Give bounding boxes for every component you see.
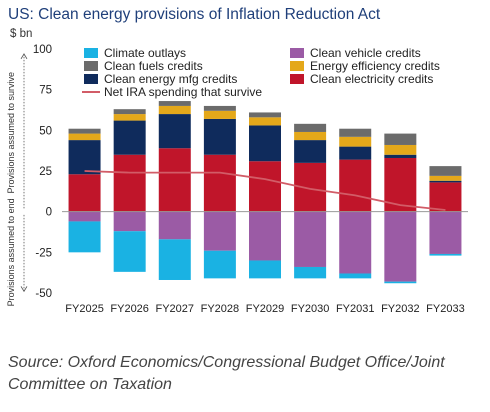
bar-pos-2-4: [249, 117, 281, 126]
bar-pos-1-1: [113, 120, 146, 155]
legend-label-2: Clean fuels credits: [104, 59, 203, 73]
y-tick-label-5: 75: [39, 85, 52, 97]
y-axis-unit: $ bn: [10, 28, 33, 40]
bar-pos-3-6: [339, 128, 372, 137]
legend-swatch-3: [290, 61, 304, 71]
bar-pos-1-2: [158, 114, 191, 149]
bars-layer: [68, 101, 462, 284]
bar-neg-0-6: [339, 211, 372, 274]
y-tick-label-3: 25: [39, 166, 52, 178]
bar-pos-3-3: [203, 105, 236, 111]
bar-pos-2-6: [339, 136, 372, 147]
side-arrow-lower-head: [20, 286, 28, 293]
bar-neg-1-7: [384, 281, 417, 284]
legend-label-3: Energy efficiency credits: [310, 59, 440, 73]
bar-neg-1-1: [113, 231, 146, 272]
bar-pos-0-2: [158, 148, 191, 212]
bar-pos-1-5: [294, 140, 327, 163]
y-tick-label-0: -50: [35, 288, 52, 300]
y-tick-label-4: 50: [39, 125, 52, 137]
bar-neg-1-3: [203, 250, 236, 279]
legend: Climate outlays Clean vehicle credits Clea…: [82, 46, 440, 99]
bar-neg-1-8: [429, 253, 462, 256]
bar-pos-3-1: [113, 109, 146, 115]
source-note: Source: Oxford Economics/Congressional B…: [8, 354, 445, 393]
axes-layer: -50 -25 0 25 50 75 100 FY2025 FY2026 FY2027 FY2028…: [33, 44, 468, 315]
y-tick-label-6: 100: [33, 44, 52, 56]
x-tick-label-1: FY2026: [110, 303, 149, 315]
bar-pos-1-7: [384, 154, 417, 158]
bar-pos-2-7: [384, 144, 417, 155]
net-spending-line: [84, 170, 446, 211]
bar-pos-3-0: [68, 128, 101, 134]
x-tick-label-7: FY2032: [381, 303, 420, 315]
bar-pos-3-4: [249, 112, 281, 118]
side-labels: Provisions assumed to survive Provisions …: [6, 53, 28, 306]
side-label-upper: Provisions assumed to survive: [6, 72, 16, 194]
legend-swatch-1: [290, 48, 304, 58]
bar-neg-1-2: [158, 239, 191, 280]
bar-pos-2-0: [68, 133, 101, 141]
side-arrow-upper-head: [20, 53, 28, 60]
net-spending-line-layer: [84, 170, 446, 211]
legend-swatch-2: [84, 61, 98, 71]
bar-pos-3-5: [294, 123, 327, 132]
bar-pos-0-4: [249, 161, 281, 212]
legend-swatch-5: [290, 74, 304, 84]
x-tick-label-2: FY2027: [156, 303, 195, 315]
bar-pos-1-4: [249, 125, 281, 162]
bar-neg-0-4: [249, 211, 281, 261]
x-tick-label-0: FY2025: [65, 303, 104, 315]
bar-pos-0-1: [113, 154, 146, 212]
x-tick-label-3: FY2028: [201, 303, 240, 315]
legend-label-5: Clean electricity credits: [310, 72, 433, 86]
bar-neg-0-3: [203, 211, 236, 251]
bar-pos-2-8: [429, 175, 462, 181]
x-tick-label-4: FY2029: [246, 303, 285, 315]
bar-pos-1-8: [429, 180, 462, 183]
bar-pos-1-0: [68, 140, 101, 175]
x-tick-label-8: FY2033: [426, 303, 465, 315]
bar-neg-0-5: [294, 211, 327, 267]
bar-neg-0-2: [158, 211, 191, 240]
bar-pos-0-8: [429, 182, 462, 212]
bar-neg-1-4: [249, 260, 281, 279]
side-label-lower: Provisions assumed to end: [6, 198, 16, 306]
legend-label-4: Clean energy mfg credits: [104, 72, 237, 86]
bar-neg-0-7: [384, 211, 417, 282]
x-tick-label-6: FY2031: [336, 303, 375, 315]
legend-swatch-0: [84, 48, 98, 58]
bar-pos-2-1: [113, 114, 146, 121]
bar-pos-1-6: [339, 146, 372, 160]
bar-pos-2-5: [294, 131, 327, 141]
legend-swatch-4: [84, 74, 98, 84]
bar-pos-0-3: [203, 154, 236, 212]
x-tick-label-5: FY2030: [291, 303, 330, 315]
bar-pos-3-8: [429, 166, 462, 176]
bar-neg-0-8: [429, 211, 462, 254]
bar-neg-1-0: [68, 221, 101, 253]
chart-title: US: Clean energy provisions of Inflation…: [8, 6, 381, 23]
legend-label-1: Clean vehicle credits: [310, 46, 421, 60]
y-tick-label-1: -25: [35, 247, 52, 259]
bar-pos-2-3: [203, 110, 236, 119]
bar-pos-3-2: [158, 101, 191, 106]
bar-pos-2-2: [158, 105, 191, 115]
y-tick-label-2: 0: [46, 207, 52, 219]
bar-neg-0-0: [68, 211, 101, 222]
bar-pos-0-6: [339, 159, 372, 212]
bar-neg-1-6: [339, 273, 372, 279]
chart-canvas: -50 -25 0 25 50 75 100 FY2025 FY2026 FY2027 FY2028…: [6, 44, 468, 315]
bar-pos-3-7: [384, 133, 417, 145]
bar-neg-1-5: [294, 266, 327, 279]
legend-label-6: Net IRA spending that survive: [104, 85, 262, 99]
bar-pos-0-0: [68, 174, 101, 212]
legend-label-0: Climate outlays: [104, 46, 186, 60]
bar-pos-1-3: [203, 118, 236, 155]
bar-neg-0-1: [113, 211, 146, 232]
